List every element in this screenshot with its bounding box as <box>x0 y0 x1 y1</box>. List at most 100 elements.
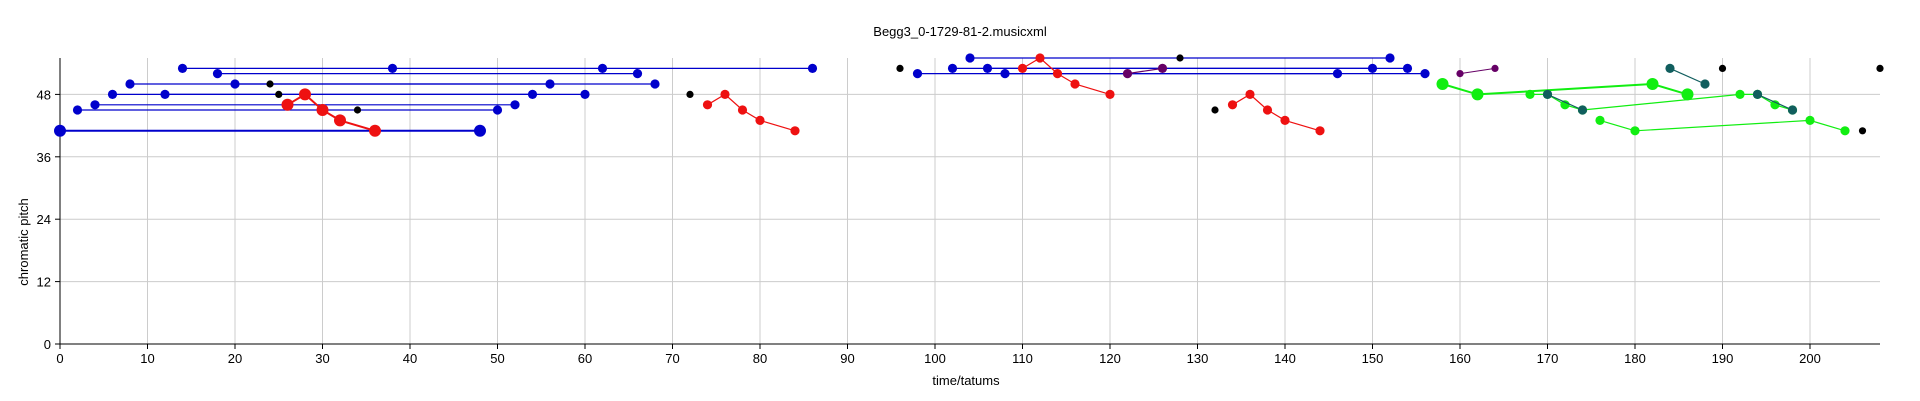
series-blue-14 <box>982 63 1413 73</box>
data-point <box>1681 88 1694 101</box>
data-point <box>281 98 294 111</box>
data-point <box>1542 89 1553 99</box>
grid <box>60 58 1880 344</box>
series-line <box>1599 119 1846 132</box>
series-blue-7 <box>212 69 643 79</box>
data-point <box>230 79 240 89</box>
series-blue-15 <box>1000 69 1430 79</box>
series-line <box>286 93 376 132</box>
series-blue-0 <box>54 124 486 137</box>
data-point <box>1420 69 1430 79</box>
series-blue-5 <box>160 89 590 99</box>
x-tick-label: 110 <box>1012 351 1033 366</box>
data-point <box>1735 89 1745 99</box>
x-tick-label: 40 <box>403 351 417 366</box>
x-tick-label: 90 <box>840 351 854 366</box>
data-point <box>702 100 713 110</box>
data-point <box>1752 89 1763 99</box>
x-tick-label: 150 <box>1362 351 1384 366</box>
data-point <box>72 105 83 115</box>
data-point <box>492 105 503 115</box>
data-point <box>1456 70 1464 78</box>
series-red-18 <box>1227 89 1325 136</box>
x-tick-label: 100 <box>924 351 946 366</box>
x-tick-label: 120 <box>1099 351 1121 366</box>
marker-point <box>1718 64 1727 72</box>
data-point <box>1122 69 1133 79</box>
data-point <box>1157 63 1168 73</box>
series-line <box>1547 93 1583 111</box>
series-line <box>1530 93 1793 111</box>
x-tick-label: 60 <box>578 351 592 366</box>
x-tick-label: 30 <box>315 351 329 366</box>
data-point <box>1280 115 1290 125</box>
x-tick-label: 20 <box>228 351 242 366</box>
series-purple-17 <box>1122 63 1168 79</box>
data-point <box>1805 115 1815 125</box>
data-point <box>1840 126 1850 136</box>
data-point <box>982 63 993 73</box>
data-point <box>160 89 170 99</box>
x-tick-label: 190 <box>1712 351 1734 366</box>
x-tick-label: 180 <box>1624 351 1646 366</box>
data-point <box>737 105 748 115</box>
data-point <box>1227 100 1238 110</box>
data-point <box>474 124 486 137</box>
data-point <box>54 124 66 137</box>
data-point <box>212 69 223 79</box>
data-point <box>597 63 608 73</box>
data-point <box>1525 89 1535 99</box>
data-point <box>1315 126 1325 136</box>
data-point <box>1471 88 1484 101</box>
data-point <box>947 63 958 73</box>
marker-point <box>1176 54 1184 62</box>
data-point <box>965 53 975 63</box>
x-axis-label: time/tatums <box>932 373 1000 388</box>
marker-point <box>1211 106 1219 114</box>
data-point <box>1595 115 1605 125</box>
y-tick-label: 24 <box>37 212 51 227</box>
data-point <box>632 69 643 79</box>
marker-point <box>686 90 694 98</box>
data-point <box>1646 78 1659 90</box>
y-tick-label: 12 <box>37 275 51 290</box>
series-line <box>707 93 796 132</box>
marker-point <box>275 90 283 98</box>
data-point <box>720 89 730 99</box>
series-green-20 <box>1436 78 1694 101</box>
data-point <box>177 63 188 73</box>
x-tick-label: 10 <box>140 351 154 366</box>
series <box>54 53 1850 137</box>
data-point <box>1017 63 1028 73</box>
data-point <box>1577 105 1588 115</box>
series-green-22 <box>1595 115 1850 136</box>
data-point <box>1052 69 1063 79</box>
marker-point <box>896 64 904 72</box>
y-tick-label: 48 <box>37 87 51 102</box>
y-tick-label: 36 <box>37 150 51 165</box>
data-point <box>1262 105 1273 115</box>
data-point <box>510 100 520 110</box>
data-point <box>1105 89 1115 99</box>
x-tick-label: 160 <box>1449 351 1471 366</box>
series-blue-6 <box>177 63 818 73</box>
chart-title: Begg3_0-1729-81-2.musicxml <box>873 24 1047 39</box>
x-tick-label: 170 <box>1537 351 1559 366</box>
y-axis-label: chromatic pitch <box>16 198 31 285</box>
axes <box>59 58 1880 345</box>
data-point <box>1560 100 1570 110</box>
x-tick-label: 200 <box>1799 351 1821 366</box>
x-tick-label: 0 <box>56 351 63 366</box>
data-point <box>1000 69 1010 79</box>
data-point <box>1070 79 1080 89</box>
data-point <box>912 69 923 79</box>
series-teal-24 <box>1665 63 1710 89</box>
x-tick-label: 80 <box>753 351 767 366</box>
series-red-9 <box>281 88 381 137</box>
data-point <box>790 126 800 136</box>
series-line <box>1442 82 1688 96</box>
data-point <box>107 89 118 99</box>
data-point <box>580 89 590 99</box>
marker-point <box>1876 64 1884 72</box>
